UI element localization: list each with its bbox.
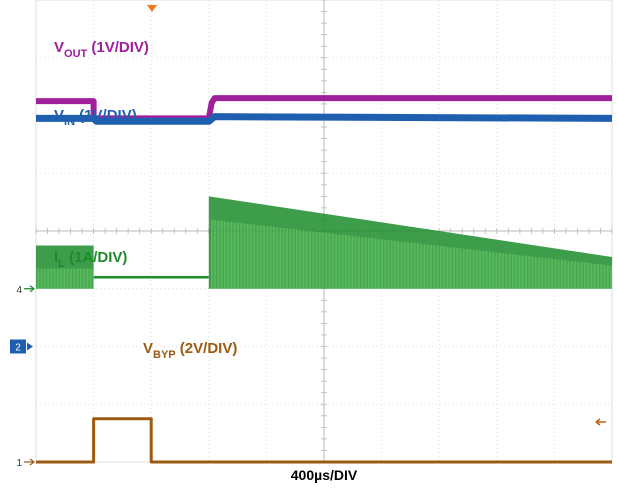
channel-4-marker-label: 4	[16, 285, 22, 296]
x-axis-label: 400µs/DIV	[291, 467, 358, 483]
channel-1-marker-label: 1	[16, 458, 22, 469]
series-label-out: VOUT (1V/DIV)	[54, 39, 149, 60]
trigger-marker-icon	[147, 5, 157, 12]
channel-2-marker-box	[10, 339, 26, 354]
trigger-level-arrow-icon	[595, 418, 606, 426]
series-label-in: VIN (1V/DIV)	[54, 107, 137, 128]
series-label-l: IL (1A/DIV)	[54, 249, 127, 270]
trace-byp	[36, 417, 612, 464]
trace-in	[36, 113, 613, 125]
series-labels: VOUT (1V/DIV) VIN (1V/DIV) IL (1A/DIV) VBYP…	[54, 39, 237, 361]
traces	[36, 95, 613, 464]
channel-1-arrow-icon	[24, 458, 35, 466]
channel-2-marker-label: 2	[15, 343, 21, 354]
series-label-byp: VBYP (2V/DIV)	[143, 340, 237, 361]
channel-4-arrow-icon	[24, 285, 35, 293]
trace-l-stripes	[36, 219, 613, 289]
channel-markers: 4 2 1	[10, 285, 35, 469]
channel-2-arrow-icon	[27, 342, 33, 351]
